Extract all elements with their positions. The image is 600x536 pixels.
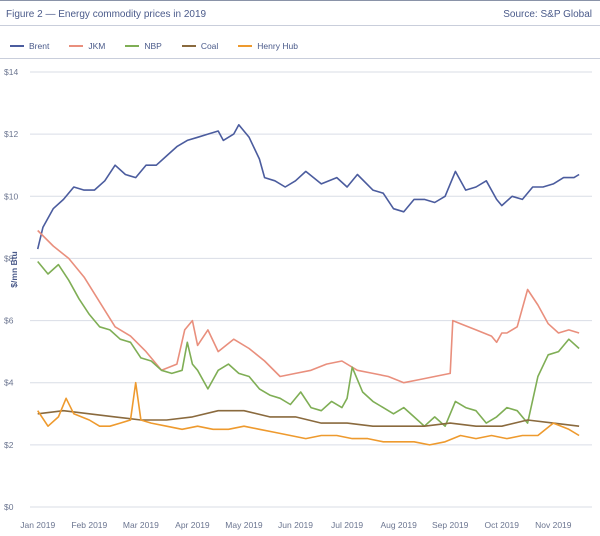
legend-item-brent: Brent — [10, 41, 49, 51]
gridlines — [30, 71, 592, 508]
figure-header: Figure 2 — Energy commodity prices in 20… — [0, 0, 600, 26]
figure-title: Figure 2 — Energy commodity prices in 20… — [6, 9, 207, 20]
y-tick-label: $12 — [4, 129, 18, 139]
legend-swatch-nbp — [125, 45, 140, 47]
series-line-henry-hub — [37, 381, 580, 446]
x-tick-label: Jun 2019 — [278, 520, 313, 530]
x-tick-label: Jan 2019 — [20, 520, 55, 530]
x-tick-label: Jul 2019 — [331, 520, 363, 530]
x-tick-label: Mar 2019 — [123, 520, 159, 530]
legend-swatch-jkm — [69, 45, 84, 47]
x-tick-label: Aug 2019 — [380, 520, 417, 530]
y-tick-label: $8 — [4, 253, 14, 263]
y-tick-label: $4 — [4, 378, 14, 388]
legend-label-coal: Coal — [200, 41, 219, 51]
x-tick-label: Nov 2019 — [535, 520, 572, 530]
x-tick-label: May 2019 — [225, 520, 263, 530]
x-tick-label: Oct 2019 — [485, 520, 520, 530]
series-line-brent — [36, 124, 580, 250]
x-tick-label: Sep 2019 — [432, 520, 469, 530]
legend-item-jkm: JKM — [69, 41, 105, 51]
y-tick-label: $0 — [4, 502, 14, 512]
series-lines — [36, 124, 580, 446]
chart-legend: Brent JKM NBP Coal Henry Hub — [10, 39, 318, 53]
x-tick-label: Feb 2019 — [71, 520, 107, 530]
series-line-coal — [37, 409, 580, 428]
legend-divider — [0, 58, 600, 59]
series-line-nbp — [37, 260, 580, 428]
figure-source: Source: S&P Global — [503, 9, 592, 20]
legend-swatch-coal — [181, 45, 196, 47]
y-tick-label: $2 — [4, 440, 14, 450]
x-tick-label: Apr 2019 — [175, 520, 210, 530]
series-line-jkm — [37, 229, 580, 384]
x-axis-ticks: Jan 2019 Feb 2019 Mar 2019 Apr 2019 May 2019… — [20, 520, 572, 530]
y-tick-label: $14 — [4, 67, 18, 77]
legend-swatch-henry-hub — [238, 45, 253, 47]
legend-label-nbp: NBP — [144, 41, 162, 51]
y-tick-label: $10 — [4, 191, 18, 201]
legend-label-jkm: JKM — [88, 41, 106, 51]
legend-item-henry-hub: Henry Hub — [238, 41, 298, 51]
y-axis-label: $/mn Btu — [9, 251, 19, 287]
legend-item-coal: Coal — [181, 41, 219, 51]
y-axis-ticks: $0 $2 $4 $6 $8 $10 $12 $14 — [4, 67, 18, 512]
legend-item-nbp: NBP — [125, 41, 162, 51]
y-tick-label: $6 — [4, 316, 14, 326]
legend-swatch-brent — [10, 45, 24, 47]
legend-label-brent: Brent — [29, 41, 50, 51]
legend-label-henry-hub: Henry Hub — [257, 41, 298, 51]
